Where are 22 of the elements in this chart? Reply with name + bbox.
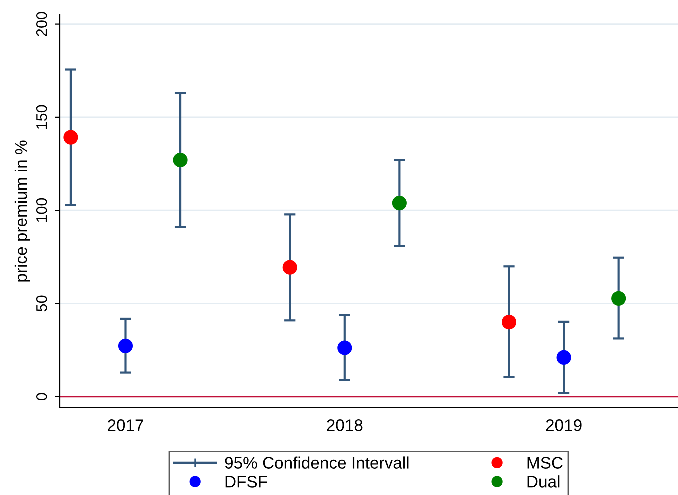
x-tick-label: 2017 <box>108 420 144 432</box>
x-tick-label: 2019 <box>546 420 582 432</box>
y-tick-label: 150 <box>36 105 48 130</box>
point <box>392 196 407 211</box>
y-axis-title: price premium in % <box>14 140 30 282</box>
text: 95% Confidence Intervall <box>225 456 409 469</box>
point <box>282 260 298 275</box>
point <box>64 130 78 145</box>
legend-label: DFSF <box>226 476 268 488</box>
x-tick-label: 2018 <box>327 420 363 432</box>
y-tick-label: 0 <box>36 393 48 400</box>
y-tick-label: 50 <box>36 296 48 312</box>
legend-label: Dual <box>528 476 560 488</box>
point <box>556 350 572 365</box>
point <box>612 291 626 306</box>
y-tick-label: 100 <box>36 198 48 222</box>
point <box>118 338 134 354</box>
point <box>173 152 188 168</box>
y-tick-label: 200 <box>36 12 48 36</box>
legend-label: MSC <box>528 457 563 469</box>
point <box>502 315 517 330</box>
point <box>338 340 352 356</box>
